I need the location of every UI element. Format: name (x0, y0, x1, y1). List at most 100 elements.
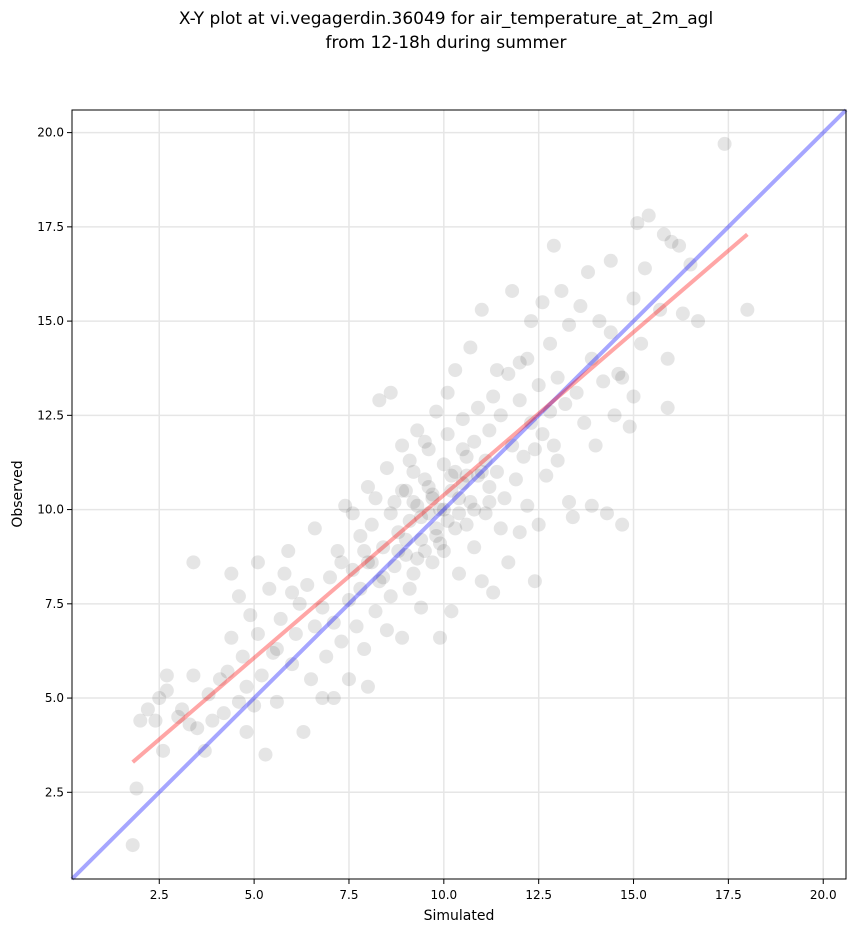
data-point (717, 136, 732, 151)
data-point (231, 694, 246, 709)
data-point (250, 626, 265, 641)
y-tick-label: 10.0 (37, 503, 64, 517)
data-point (520, 351, 535, 366)
data-point (562, 495, 577, 510)
data-point (376, 540, 391, 555)
data-point (486, 585, 501, 600)
data-point (341, 672, 356, 687)
data-point (455, 476, 470, 491)
data-point (224, 630, 239, 645)
data-point (292, 596, 307, 611)
data-point (235, 649, 250, 664)
data-point (398, 483, 413, 498)
data-point (186, 555, 201, 570)
data-point (383, 385, 398, 400)
data-point (444, 604, 459, 619)
data-point (440, 385, 455, 400)
data-point (482, 495, 497, 510)
data-point (459, 517, 474, 532)
data-point (493, 521, 508, 536)
data-point (205, 713, 220, 728)
data-point (334, 634, 349, 649)
data-point (634, 336, 649, 351)
data-point (584, 498, 599, 513)
data-point (239, 679, 254, 694)
data-point (653, 302, 668, 317)
data-point (436, 502, 451, 517)
data-point (159, 683, 174, 698)
data-point (360, 555, 375, 570)
data-point (258, 747, 273, 762)
data-point (615, 517, 630, 532)
data-point (565, 510, 580, 525)
data-point (368, 491, 383, 506)
data-point (266, 645, 281, 660)
data-point (417, 472, 432, 487)
data-point (247, 698, 262, 713)
data-point (376, 570, 391, 585)
data-point (414, 532, 429, 547)
data-point (395, 438, 410, 453)
data-point (285, 657, 300, 672)
data-point (410, 423, 425, 438)
data-point (474, 302, 489, 317)
data-point (281, 544, 296, 559)
data-point (216, 706, 231, 721)
scatter-points (125, 136, 755, 853)
data-point (391, 525, 406, 540)
data-point (691, 314, 706, 329)
data-point (212, 672, 227, 687)
chart-title: X-Y plot at vi.vegagerdin.36049 for air_… (179, 9, 713, 29)
grid-lines (72, 110, 846, 879)
data-point (505, 438, 520, 453)
data-point (463, 495, 478, 510)
data-point (319, 649, 334, 664)
data-point (675, 306, 690, 321)
reference-lines (70, 108, 848, 881)
x-tick-label: 2.5 (150, 888, 169, 902)
data-point (562, 317, 577, 332)
data-point (467, 434, 482, 449)
data-point (326, 691, 341, 706)
data-point (478, 453, 493, 468)
data-point (410, 498, 425, 513)
data-point (641, 208, 656, 223)
data-point (429, 521, 444, 536)
data-point (429, 404, 444, 419)
data-point (231, 589, 246, 604)
data-point (493, 408, 508, 423)
data-point (497, 491, 512, 506)
data-point (656, 227, 671, 242)
data-point (129, 781, 144, 796)
data-point (277, 566, 292, 581)
data-point (535, 295, 550, 310)
data-point (596, 374, 611, 389)
data-point (406, 566, 421, 581)
x-tick-label: 15.0 (620, 888, 647, 902)
data-point (190, 721, 205, 736)
data-point (402, 513, 417, 528)
data-point (672, 238, 687, 253)
data-point (152, 691, 167, 706)
data-point (448, 363, 463, 378)
y-axis-label: Observed (10, 460, 26, 527)
data-point (433, 536, 448, 551)
data-point (421, 479, 436, 494)
data-point (554, 283, 569, 298)
data-point (220, 664, 235, 679)
data-point (315, 600, 330, 615)
data-point (406, 464, 421, 479)
data-point (630, 216, 645, 231)
data-point (626, 389, 641, 404)
data-point (539, 468, 554, 483)
data-point (683, 257, 698, 272)
data-point (452, 506, 466, 521)
data-point (622, 419, 637, 434)
data-point (436, 457, 451, 472)
data-point (387, 559, 402, 574)
data-point (197, 743, 212, 758)
data-point (330, 544, 345, 559)
data-point (459, 449, 474, 464)
data-point (425, 487, 440, 502)
